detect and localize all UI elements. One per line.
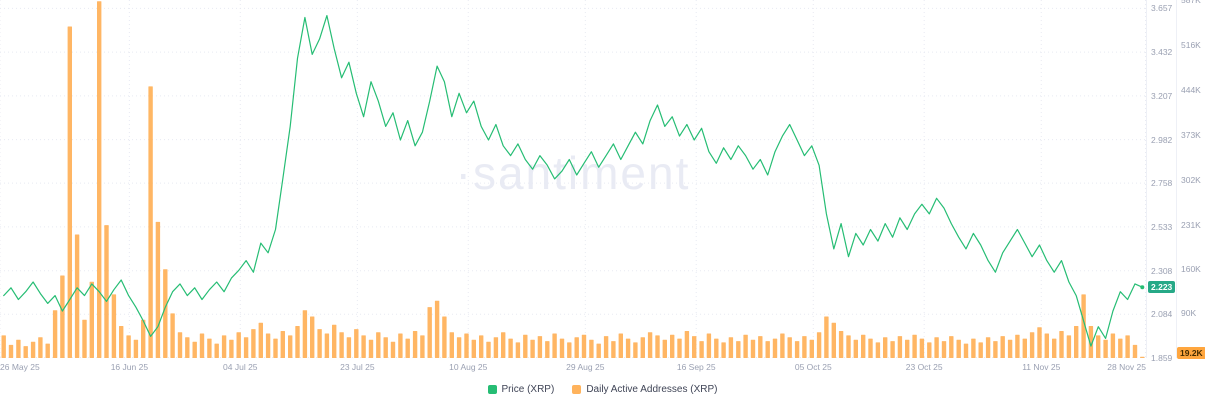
price-current-badge: 2.223 [1148, 281, 1176, 294]
x-axis-tick: 23 Oct 25 [905, 362, 943, 372]
addresses-axis-tick: 160K [1181, 264, 1201, 275]
addresses-current-badge: 19.2K [1177, 347, 1205, 359]
chart-legend: Price (XRP) Daily Active Addresses (XRP) [0, 384, 1205, 395]
addresses-axis-tick: 516K [1181, 39, 1201, 50]
price-axis-tick: 2.758 [1151, 178, 1173, 189]
x-axis-tick: 23 Jul 25 [340, 362, 375, 372]
santiment-watermark: ·santiment [455, 147, 691, 199]
addresses-axis-tick: 90K [1181, 308, 1197, 319]
price-axis-tick: 2.533 [1151, 221, 1173, 232]
addresses-axis-separator [1176, 0, 1177, 358]
x-axis-tick: 04 Jul 25 [223, 362, 258, 372]
addresses-axis-tick: 444K [1181, 85, 1201, 96]
price-axis-tick: 3.432 [1151, 47, 1173, 58]
addresses-axis-tick: 587K [1181, 0, 1201, 5]
price-axis-tick: 3.207 [1151, 90, 1173, 101]
legend-item-daily-active-addresses[interactable]: Daily Active Addresses (XRP) [572, 384, 717, 395]
legend-label: Price (XRP) [501, 384, 555, 395]
x-axis-tick: 28 Nov 25 [1107, 362, 1146, 372]
x-axis-tick: 10 Aug 25 [449, 362, 488, 372]
price-axis-tick: 2.308 [1151, 265, 1173, 276]
legend-swatch-icon [572, 385, 582, 394]
x-axis-tick: 26 May 25 [0, 362, 40, 372]
addresses-axis-tick: 231K [1181, 219, 1201, 230]
legend-label: Daily Active Addresses (XRP) [586, 384, 718, 395]
chart-canvas[interactable] [0, 0, 1146, 358]
x-axis-tick: 16 Sep 25 [676, 362, 716, 372]
x-axis-tick: 05 Oct 25 [794, 362, 832, 372]
price-axis-separator [1146, 0, 1147, 358]
addresses-axis-tick: 373K [1181, 129, 1201, 140]
chart-plot-area[interactable]: ·santiment [0, 0, 1146, 358]
addresses-axis-tick: 302K [1181, 174, 1201, 185]
price-axis-tick: 1.859 [1151, 353, 1173, 363]
x-axis-tick: 29 Aug 25 [566, 362, 605, 372]
x-axis-tick: 16 Jun 25 [110, 362, 149, 372]
price-axis-tick: 2.982 [1151, 134, 1173, 145]
legend-swatch-icon [487, 385, 497, 394]
price-axis-tick: 2.084 [1151, 309, 1173, 320]
x-axis-tick: 11 Nov 25 [1022, 362, 1061, 372]
price-axis-tick: 3.657 [1151, 3, 1173, 14]
legend-item-price[interactable]: Price (XRP) [487, 384, 555, 395]
